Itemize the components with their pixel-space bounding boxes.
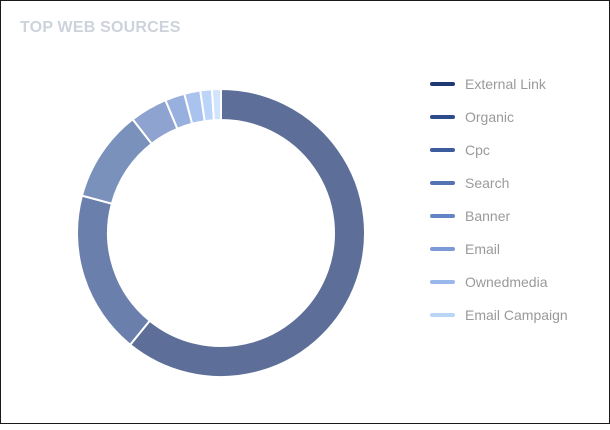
donut-segment-organic[interactable]: [76, 194, 152, 347]
legend-swatch-icon: [430, 180, 455, 185]
card-title: TOP WEB SOURCES: [20, 19, 181, 36]
legend-swatch-icon: [430, 114, 455, 119]
chart-legend: External Link Organic Cpc Search Banner …: [430, 67, 605, 331]
legend-label: Email: [465, 240, 501, 257]
legend-item-email-campaign[interactable]: Email Campaign: [430, 298, 605, 331]
legend-item-ownedmedia[interactable]: Ownedmedia: [430, 265, 605, 298]
donut-chart: [1, 1, 441, 425]
legend-item-email[interactable]: Email: [430, 232, 605, 265]
donut-segment-cpc[interactable]: [80, 117, 154, 205]
legend-item-organic[interactable]: Organic: [430, 100, 605, 133]
legend-swatch-icon: [430, 279, 455, 284]
legend-label: Cpc: [465, 141, 490, 158]
legend-label: Ownedmedia: [465, 273, 548, 290]
legend-item-search[interactable]: Search: [430, 166, 605, 199]
legend-label: Email Campaign: [465, 306, 568, 323]
legend-swatch-icon: [430, 147, 455, 152]
legend-label: Banner: [465, 207, 511, 224]
legend-swatch-icon: [430, 312, 455, 317]
legend-label: External Link: [465, 75, 546, 92]
legend-item-banner[interactable]: Banner: [430, 199, 605, 232]
donut-chart-svg: [76, 87, 366, 378]
donut-segment-email-campaign[interactable]: [210, 87, 222, 122]
legend-swatch-icon: [430, 246, 455, 251]
legend-swatch-icon: [430, 213, 455, 218]
legend-label: Organic: [465, 108, 515, 125]
legend-swatch-icon: [430, 81, 455, 86]
donut-segment-external-link[interactable]: [128, 87, 366, 378]
legend-label: Search: [465, 174, 510, 191]
legend-item-cpc[interactable]: Cpc: [430, 133, 605, 166]
legend-item-external-link[interactable]: External Link: [430, 67, 605, 100]
